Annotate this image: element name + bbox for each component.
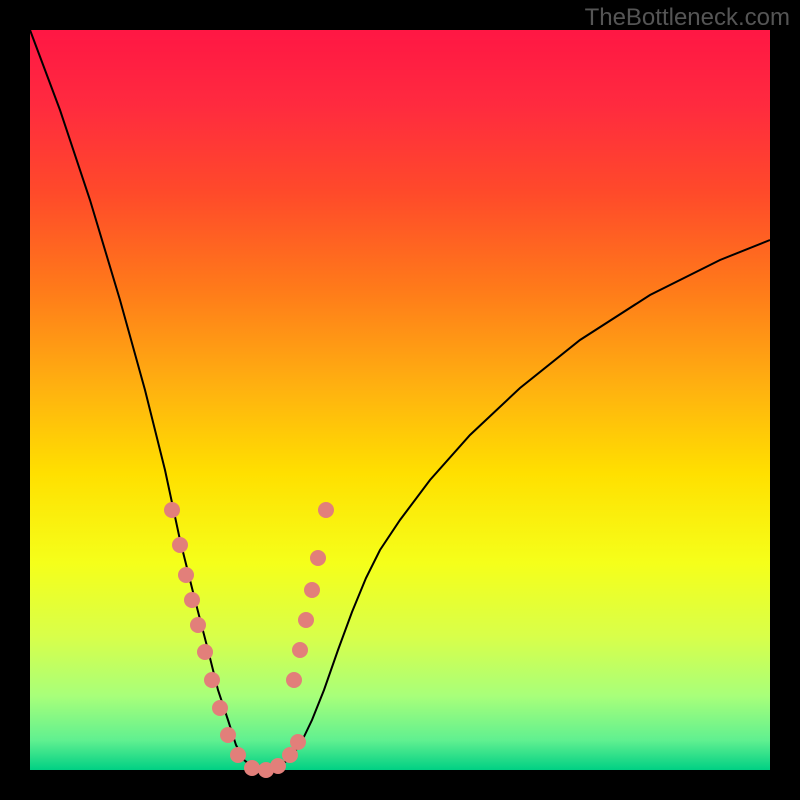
curve-marker (290, 734, 306, 750)
bottleneck-chart (0, 0, 800, 800)
curve-marker (292, 642, 308, 658)
curve-marker (184, 592, 200, 608)
curve-marker (270, 758, 286, 774)
curve-marker (190, 617, 206, 633)
curve-marker (304, 582, 320, 598)
curve-marker (172, 537, 188, 553)
chart-wrapper: TheBottleneck.com (0, 0, 800, 800)
watermark-text: TheBottleneck.com (585, 4, 790, 32)
curve-marker (220, 727, 236, 743)
plot-background (30, 30, 770, 770)
curve-marker (212, 700, 228, 716)
curve-marker (298, 612, 314, 628)
curve-marker (310, 550, 326, 566)
curve-marker (286, 672, 302, 688)
curve-marker (164, 502, 180, 518)
curve-marker (197, 644, 213, 660)
curve-marker (318, 502, 334, 518)
curve-marker (204, 672, 220, 688)
curve-marker (178, 567, 194, 583)
curve-marker (230, 747, 246, 763)
curve-marker (244, 760, 260, 776)
